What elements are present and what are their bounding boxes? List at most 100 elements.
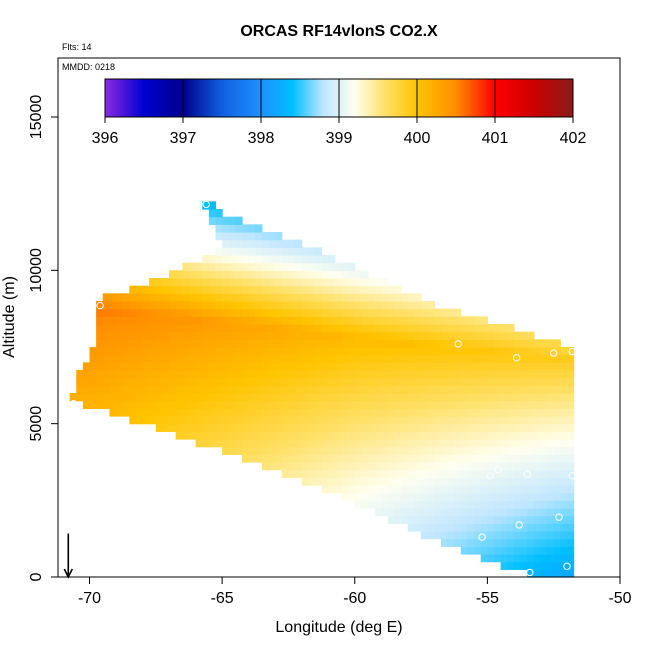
heat-cell [480,554,488,563]
heat-cell [368,492,376,501]
heat-cell [188,308,197,317]
heat-cell [202,316,210,325]
heat-cell [447,393,455,402]
heat-cell [368,416,376,425]
heat-cell [235,239,243,248]
heat-cell [533,462,542,471]
heat-cell [447,531,455,540]
heat-cell [527,554,535,563]
heat-cell [334,439,343,448]
heat-cell [321,393,329,402]
heat-cell [394,316,402,325]
heat-cell [381,316,389,325]
heat-cell [175,423,183,432]
heat-cell [109,293,117,302]
heat-cell [328,324,336,333]
heat-cell [228,285,236,294]
heat-cell [434,331,442,340]
heat-cell [454,469,462,478]
flight-points [69,200,576,577]
heat-cell [314,385,323,394]
heat-cell [242,354,250,363]
heat-cell [235,324,243,333]
heat-cell [474,469,482,478]
heat-cell [467,431,475,440]
heat-cell [202,439,210,448]
heat-cell [149,308,157,317]
heat-cell [295,262,303,271]
heat-cell [368,462,376,471]
heat-cell [354,431,362,440]
heat-cell [122,354,130,363]
heat-cell [547,523,555,532]
heat-cell [102,347,110,356]
heat-cell [533,531,542,540]
heat-cell [507,385,515,394]
heat-cell [348,308,356,317]
heat-cell [547,431,555,440]
heat-cell [414,400,422,409]
heat-cell [328,293,336,302]
heat-cell [401,400,409,409]
heat-cell [328,308,336,317]
heat-cell [341,477,349,486]
heat-cell [348,324,356,333]
heat-cell [540,531,548,540]
heat-cell [328,255,336,264]
heat-cell [281,393,290,402]
heat-cell [261,316,270,325]
heat-cell [222,262,230,271]
heat-cell [553,408,561,417]
heat-cell [348,385,356,394]
heat-cell [454,377,462,386]
heat-cell [314,370,323,379]
heat-cell [228,439,236,448]
heat-cell [454,446,462,455]
heat-cell [348,347,356,356]
heat-cell [527,492,535,501]
heat-cell [566,531,575,540]
heat-cell [560,569,568,578]
heat-cell [387,316,396,325]
heat-cell [188,354,197,363]
heat-cell [401,515,409,524]
heat-cell [494,508,502,517]
heat-cell [387,439,396,448]
heat-cell [116,308,124,317]
heat-cell [487,469,495,478]
heat-cell [255,224,263,233]
heat-cell [354,370,362,379]
heat-cell [268,400,276,409]
heat-cell [553,469,561,478]
heat-cell [520,523,528,532]
heat-cell [540,446,548,455]
heat-cell [341,285,349,294]
heat-cell [195,431,203,440]
heat-cell [374,308,382,317]
heat-cell [255,262,263,271]
heat-cell [228,446,236,455]
heat-cell [414,462,422,471]
heat-cell [202,347,210,356]
heat-cell [275,393,283,402]
heat-cell [421,339,429,348]
heat-cell [434,316,442,325]
heat-cell [434,354,442,363]
heat-cell [308,431,316,440]
heat-cell [275,316,283,325]
heat-cell [261,247,270,256]
heat-cell [407,370,416,379]
heat-cell [494,423,502,432]
heat-cell [500,508,508,517]
heat-cell [460,515,469,524]
heat-cell [321,324,329,333]
heat-cell [228,262,236,271]
flight-point [486,472,494,480]
heat-cell [494,324,502,333]
heat-cell [341,370,349,379]
heat-cell [129,331,137,340]
heat-cell [361,500,369,509]
heat-cell [387,431,396,440]
heat-cell [281,454,290,463]
heat-cell [328,339,336,348]
